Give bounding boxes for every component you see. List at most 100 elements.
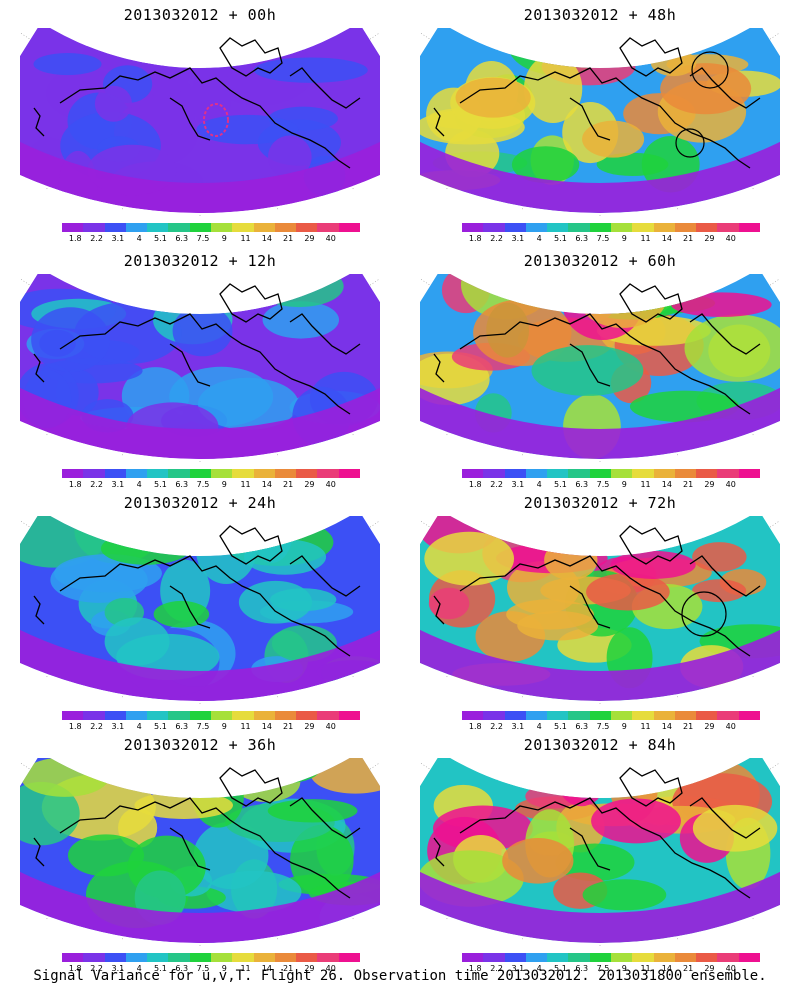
colorbar-tick-label: 2.2 — [490, 234, 503, 243]
colorbar-tick-label: 40 — [725, 234, 736, 243]
colorbar-tick-label: 6.3 — [575, 480, 589, 489]
map-panel-36h: 2013032012 + 36h 1.8 2.2 3.1 4 5.1 6.3 7.5 9 11 1… — [0, 730, 400, 976]
colorbar-tick-label: 3.1 — [111, 722, 125, 731]
colorbar-tick-label: 3.1 — [511, 964, 525, 973]
colorbar-swatch — [610, 469, 633, 478]
colorbar-swatch — [168, 711, 190, 720]
variance-field — [20, 274, 380, 459]
colorbar-tick-label: 21 — [283, 234, 294, 243]
panel-title: 2013032012 + 24h — [123, 494, 277, 512]
colorbar-swatch — [547, 223, 569, 232]
colorbar-tick-label: 21 — [283, 480, 294, 489]
variance-field — [20, 516, 380, 701]
colorbar-tick-label: 5.1 — [554, 722, 567, 731]
colorbar-tick-label: 29 — [304, 964, 315, 973]
colorbar-swatch — [568, 223, 590, 232]
colorbar-swatch — [483, 953, 505, 962]
colorbar-tick-label: 7.5 — [196, 480, 210, 489]
colorbar — [462, 711, 760, 720]
map-panel-48h: 2013032012 + 48h 1.8 2.2 3.1 4 5.1 6.3 7.5 9 11 1… — [400, 0, 800, 246]
colorbar-tick-label: 4 — [536, 964, 542, 973]
colorbar-tick-label: 1.8 — [68, 480, 82, 489]
colorbar-tick-label: 11 — [240, 480, 251, 489]
colorbar-swatch — [610, 711, 633, 720]
colorbar-swatch — [232, 469, 254, 478]
colorbar-swatch — [653, 469, 675, 478]
coastline — [433, 525, 761, 657]
variance-map — [420, 516, 780, 704]
colorbar-swatch — [83, 711, 105, 720]
colorbar-swatch — [253, 711, 275, 720]
colorbar-tick-label: 29 — [704, 964, 715, 973]
colorbar-swatch — [253, 223, 275, 232]
coastline — [33, 525, 361, 657]
colorbar-tick-label: 9 — [621, 480, 627, 489]
colorbar-swatch — [504, 223, 526, 232]
colorbar-tick-label: 11 — [640, 722, 651, 731]
colorbar-swatch — [317, 711, 339, 720]
colorbar-swatch — [125, 223, 148, 232]
colorbar-swatch — [653, 711, 675, 720]
colorbar-swatch — [253, 469, 275, 478]
colorbar-tick-label: 29 — [304, 722, 315, 731]
variance-map — [420, 758, 780, 946]
colorbar-swatch — [147, 223, 169, 232]
colorbar-tick-label: 1.8 — [68, 234, 82, 243]
colorbar-tick-label: 7.5 — [196, 234, 210, 243]
colorbar — [62, 469, 360, 478]
panel-title: 2013032012 + 84h — [523, 736, 677, 754]
colorbar-swatch — [147, 953, 169, 962]
colorbar-tick-label: 5.1 — [154, 480, 167, 489]
colorbar-swatch — [504, 469, 526, 478]
colorbar-tick-label: 3.1 — [511, 234, 525, 243]
coastline — [433, 767, 761, 899]
colorbar-swatch — [547, 469, 569, 478]
colorbar-labels: 1.8 2.2 3.1 4 5.1 6.3 7.5 9 11 14 21 29 40 — [452, 964, 772, 974]
figure-caption: Signal Variance for u,v,T. Flight 26. Ob… — [33, 968, 767, 984]
colorbar-tick-label: 40 — [725, 964, 736, 973]
colorbar-swatch — [104, 469, 126, 478]
colorbar-swatch — [253, 953, 275, 962]
colorbar-swatch — [338, 223, 360, 232]
colorbar-tick-label: 6.3 — [175, 234, 189, 243]
colorbar-tick-label: 29 — [704, 722, 715, 731]
colorbar-tick-label: 14 — [261, 964, 272, 973]
colorbar-tick-label: 2.2 — [90, 722, 103, 731]
colorbar-swatch — [738, 953, 760, 962]
colorbar-swatch — [232, 223, 254, 232]
colorbar-tick-label: 3.1 — [511, 480, 525, 489]
coastline — [433, 283, 761, 415]
colorbar — [462, 223, 760, 232]
colorbar-labels: 1.8 2.2 3.1 4 5.1 6.3 7.5 9 11 14 21 29 40 — [52, 480, 372, 490]
colorbar-tick-label: 2.2 — [90, 964, 103, 973]
colorbar-swatch — [210, 469, 233, 478]
colorbar-tick-label: 7.5 — [596, 722, 610, 731]
colorbar-swatch — [568, 953, 590, 962]
colorbar-swatch — [717, 223, 739, 232]
colorbar-swatch — [547, 711, 569, 720]
colorbar-tick-label: 5.1 — [154, 964, 167, 973]
colorbar-tick-label: 5.1 — [554, 480, 567, 489]
colorbar-swatch — [189, 711, 211, 720]
colorbar-tick-label: 2.2 — [490, 480, 503, 489]
colorbar-swatch — [462, 469, 484, 478]
colorbar-swatch — [274, 223, 297, 232]
colorbar-swatch — [738, 469, 760, 478]
colorbar-tick-label: 11 — [640, 964, 651, 973]
colorbar-tick-label: 6.3 — [175, 480, 189, 489]
colorbar-swatch — [696, 223, 718, 232]
colorbar-swatch — [525, 953, 548, 962]
colorbar-tick-label: 5.1 — [154, 722, 167, 731]
map-panel-24h: 2013032012 + 24h 1.8 2.2 3.1 4 5.1 6.3 7.5 9 11 1… — [0, 488, 400, 734]
colorbar-swatch — [104, 711, 126, 720]
colorbar-swatch — [189, 469, 211, 478]
colorbar-tick-label: 11 — [240, 964, 251, 973]
colorbar-swatch — [147, 469, 169, 478]
colorbar-swatch — [525, 223, 548, 232]
colorbar-labels: 1.8 2.2 3.1 4 5.1 6.3 7.5 9 11 14 21 29 40 — [452, 234, 772, 244]
colorbar-tick-label: 4 — [136, 480, 142, 489]
colorbar-swatch — [83, 469, 105, 478]
colorbar-tick-label: 9 — [221, 722, 227, 731]
colorbar-tick-label: 7.5 — [596, 234, 610, 243]
colorbar-swatch — [610, 223, 633, 232]
